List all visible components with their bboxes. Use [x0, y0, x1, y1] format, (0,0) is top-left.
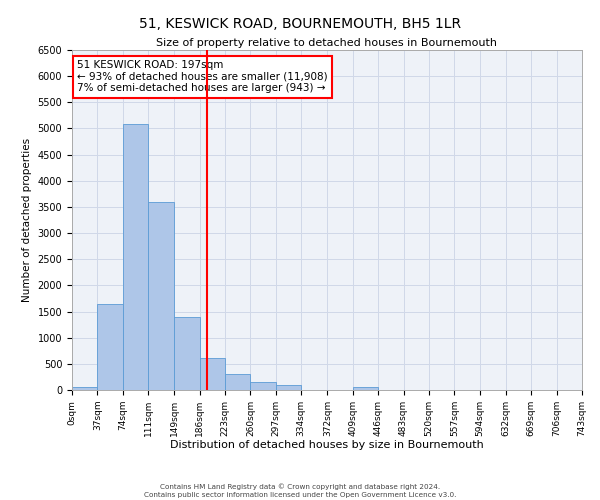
Bar — [72, 387, 97, 390]
Y-axis label: Number of detached properties: Number of detached properties — [22, 138, 32, 302]
Bar — [353, 387, 378, 390]
Bar — [123, 124, 148, 390]
Bar — [174, 317, 200, 390]
Text: Contains HM Land Registry data © Crown copyright and database right 2024.
Contai: Contains HM Land Registry data © Crown c… — [144, 484, 456, 498]
Bar — [276, 386, 301, 390]
Bar — [250, 382, 276, 390]
Title: Size of property relative to detached houses in Bournemouth: Size of property relative to detached ho… — [157, 38, 497, 48]
X-axis label: Distribution of detached houses by size in Bournemouth: Distribution of detached houses by size … — [170, 440, 484, 450]
Bar — [225, 374, 250, 390]
Text: 51, KESWICK ROAD, BOURNEMOUTH, BH5 1LR: 51, KESWICK ROAD, BOURNEMOUTH, BH5 1LR — [139, 18, 461, 32]
Bar — [97, 304, 123, 390]
Bar — [200, 358, 225, 390]
Bar — [148, 202, 174, 390]
Text: 51 KESWICK ROAD: 197sqm
← 93% of detached houses are smaller (11,908)
7% of semi: 51 KESWICK ROAD: 197sqm ← 93% of detache… — [77, 60, 328, 94]
